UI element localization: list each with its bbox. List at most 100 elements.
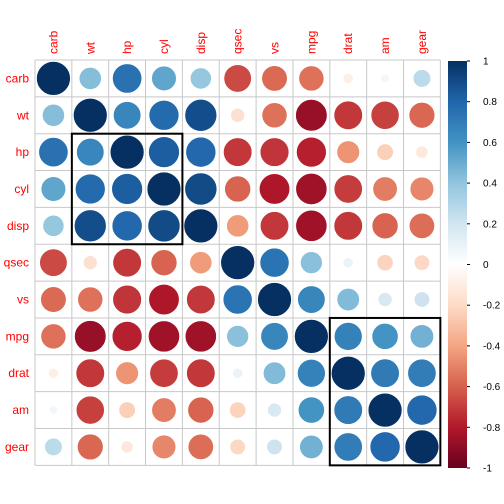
corr-circle-wt-hp — [113, 101, 142, 130]
corr-circle-vs-am — [377, 292, 393, 307]
corr-circle-am-mpg — [297, 396, 325, 424]
row-label-disp: disp — [7, 219, 29, 233]
corr-circle-mpg-hp — [111, 321, 143, 352]
colorbar-tick-label: 0.2 — [483, 219, 497, 230]
corr-circle-carb-qsec — [223, 64, 252, 93]
corr-circle-mpg-carb — [40, 323, 67, 350]
corr-circle-disp-gear — [408, 212, 435, 239]
corr-circle-drat-vs — [262, 361, 287, 385]
colorbar-tick-label: -0.4 — [483, 341, 501, 352]
row-label-am: am — [12, 403, 29, 417]
corr-circle-hp-vs — [259, 137, 290, 167]
corr-circle-drat-hp — [115, 361, 139, 385]
corr-circle-cyl-disp — [184, 172, 218, 206]
corr-circle-disp-drat — [333, 211, 363, 241]
corr-circle-drat-qsec — [232, 367, 244, 379]
corr-circle-wt-carb — [42, 103, 65, 127]
corr-circle-qsec-gear — [413, 254, 430, 271]
col-label-am: am — [378, 37, 392, 54]
col-label-disp: disp — [194, 32, 208, 54]
corr-circle-wt-qsec — [230, 107, 245, 123]
corr-circle-hp-mpg — [296, 136, 327, 168]
corr-circle-gear-gear — [404, 429, 440, 465]
corr-circle-gear-vs — [266, 438, 283, 455]
corr-circle-disp-wt — [74, 209, 107, 243]
corr-circle-mpg-disp — [184, 320, 217, 353]
corr-circle-cyl-cyl — [146, 171, 182, 207]
corr-circle-am-vs — [267, 402, 282, 418]
row-label-mpg: mpg — [6, 329, 29, 343]
corr-circle-wt-am — [370, 100, 400, 130]
corr-circle-mpg-mpg — [294, 319, 329, 354]
row-label-hp: hp — [16, 145, 30, 159]
corr-circle-gear-drat — [333, 432, 363, 462]
corr-circle-disp-hp — [111, 210, 143, 242]
colorbar-tick-label: -0.8 — [483, 423, 501, 434]
corr-circle-cyl-mpg — [295, 173, 328, 205]
colorbar-tick-label: 1 — [483, 57, 489, 68]
col-label-wt: wt — [83, 41, 97, 55]
corr-circle-qsec-wt — [82, 255, 98, 270]
corr-circle-cyl-carb — [40, 176, 67, 202]
row-label-carb: carb — [6, 71, 30, 85]
corr-circle-carb-mpg — [298, 65, 325, 92]
corr-circle-wt-wt — [73, 98, 108, 133]
corr-circle-disp-carb — [42, 214, 65, 237]
corr-circle-mpg-vs — [260, 322, 289, 351]
corr-circle-hp-gear — [415, 145, 429, 159]
corr-circle-drat-carb — [48, 367, 59, 379]
corr-circle-wt-vs — [261, 102, 288, 129]
corr-circle-qsec-am — [376, 254, 394, 272]
cluster-rectangles — [70, 132, 442, 467]
row-labels: carb wt hp cyl disp qsec vs mpg drat am gear — [4, 71, 30, 453]
corr-circle-drat-disp — [186, 358, 216, 388]
corr-circle-mpg-drat — [333, 322, 363, 351]
corr-circle-cyl-wt — [75, 173, 106, 205]
corr-circle-cyl-vs — [258, 173, 291, 205]
corr-circle-cyl-am — [372, 176, 398, 202]
correlation-circles — [36, 61, 440, 465]
corr-circle-carb-gear — [412, 69, 432, 88]
colorbar-tick-label: 0 — [483, 260, 489, 271]
col-label-carb: carb — [46, 30, 60, 54]
corr-circle-wt-mpg — [295, 99, 328, 132]
corr-circle-vs-wt — [77, 286, 104, 313]
corr-circle-disp-cyl — [147, 209, 181, 243]
corr-circle-hp-wt — [76, 138, 105, 167]
corr-circle-carb-drat — [342, 73, 354, 84]
colorbar-ticks: 1 0.8 0.6 0.4 0.2 0 -0.2 -0.4 -0.6 -0.8 -1 — [467, 57, 501, 475]
corr-circle-drat-mpg — [297, 358, 326, 388]
corr-circle-disp-qsec — [226, 214, 250, 238]
corr-circle-am-gear — [406, 394, 438, 426]
corr-circle-am-qsec — [229, 401, 247, 419]
corr-circle-carb-carb — [36, 61, 71, 96]
corr-circle-am-wt — [75, 395, 105, 425]
corr-circle-am-drat — [333, 395, 363, 425]
column-labels: carb wt hp cyl disp qsec vs mpg drat am gear — [46, 29, 428, 55]
corr-circle-mpg-cyl — [148, 320, 180, 353]
corr-circle-gear-cyl — [151, 434, 177, 460]
corr-circle-disp-mpg — [295, 209, 328, 242]
colorbar-tick-label: 0.4 — [483, 179, 497, 190]
col-label-mpg: mpg — [304, 31, 318, 54]
corr-circle-carb-cyl — [151, 65, 177, 92]
colorbar — [448, 61, 467, 468]
corr-circle-cyl-drat — [333, 174, 363, 204]
corr-circle-cyl-qsec — [224, 175, 251, 203]
corr-circle-drat-am — [370, 358, 400, 388]
corr-circle-am-carb — [48, 405, 58, 415]
corr-circle-hp-carb — [38, 137, 69, 168]
corr-circle-gear-wt — [77, 433, 104, 461]
col-label-vs: vs — [268, 42, 282, 54]
corr-circle-mpg-am — [371, 322, 399, 350]
corr-circle-carb-vs — [261, 65, 288, 92]
corr-circle-hp-hp — [109, 134, 145, 170]
corr-circle-vs-disp — [186, 284, 216, 315]
row-label-qsec: qsec — [4, 256, 29, 270]
corr-circle-cyl-hp — [111, 173, 143, 205]
corr-circle-hp-disp — [185, 136, 217, 168]
col-label-qsec: qsec — [231, 29, 245, 54]
col-label-hp: hp — [120, 40, 134, 54]
corr-circle-wt-gear — [408, 102, 436, 129]
